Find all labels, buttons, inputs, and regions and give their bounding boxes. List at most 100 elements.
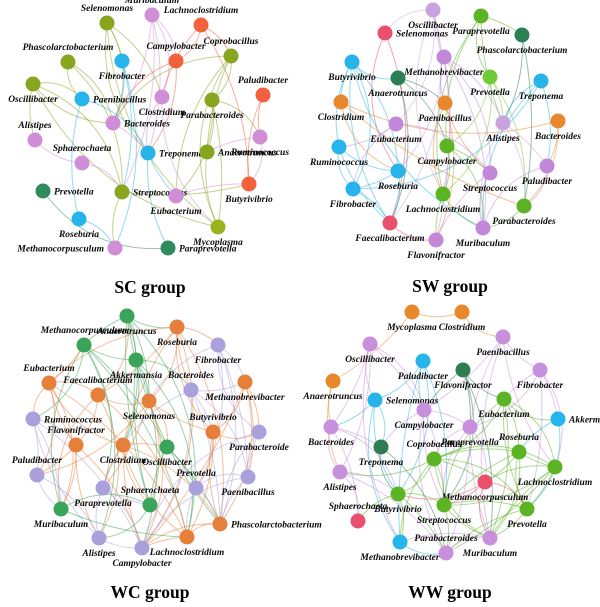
network-edge bbox=[380, 446, 447, 554]
genus-label-paludibacter: Paludibacter bbox=[522, 177, 572, 187]
network-edge bbox=[141, 523, 221, 549]
network-edge bbox=[114, 60, 137, 249]
genus-label-paraprevotella: Paraprevotella bbox=[452, 27, 510, 37]
network-edge bbox=[367, 399, 401, 543]
genus-node-eubacterium bbox=[168, 188, 184, 204]
genus-label-paludibacter: Paludibacter bbox=[12, 456, 62, 466]
genus-node-parabacteroides bbox=[516, 198, 532, 214]
network-edge bbox=[482, 165, 548, 229]
genus-label-parabacteroides: Parabacteroides bbox=[414, 534, 478, 544]
network-edge bbox=[106, 22, 219, 228]
genus-node-paraprevotella bbox=[473, 8, 489, 24]
network-edge bbox=[489, 451, 521, 539]
network-edge bbox=[205, 151, 219, 228]
network-edge bbox=[126, 315, 221, 525]
network-edge bbox=[330, 426, 399, 495]
genus-label-paraprevotella: Paraprevotella bbox=[179, 245, 237, 255]
genus-node-akkermansia bbox=[550, 411, 566, 427]
genus-node-mycoplasma bbox=[210, 219, 226, 235]
genus-node-akkermansia bbox=[128, 352, 144, 368]
network-edge bbox=[147, 14, 161, 154]
genus-node-methanocorpusculum bbox=[76, 337, 92, 353]
genus-node-lachnoclostridium bbox=[435, 186, 451, 202]
network-edge bbox=[395, 9, 435, 125]
genus-label-phascolarctobacterium: Phascolarctobacterium bbox=[231, 521, 322, 531]
network-edge bbox=[60, 508, 188, 538]
genus-label-anaerotruncus: Anaerotruncus bbox=[367, 89, 427, 99]
genus-label-bacteroides: Bacteroides bbox=[167, 371, 214, 381]
network-edge bbox=[186, 431, 214, 538]
network-edge bbox=[398, 360, 424, 543]
genus-label-roseburia: Roseburia bbox=[156, 338, 197, 348]
network-edge bbox=[433, 448, 520, 460]
network-edge bbox=[161, 96, 219, 228]
network-edge bbox=[480, 336, 504, 539]
genus-node-paludibacter bbox=[539, 158, 555, 174]
genus-label-selenomonas: Selenomonas bbox=[386, 397, 439, 407]
genus-label-streptococcus: Streptococcus bbox=[463, 184, 518, 194]
network-edge bbox=[395, 123, 491, 174]
genus-label-prevotella: Prevotella bbox=[507, 520, 547, 530]
genus-node-lachnoclostridium bbox=[193, 17, 209, 33]
network-edge bbox=[399, 532, 491, 543]
genus-label-paraprevotella: Paraprevotella bbox=[441, 438, 499, 448]
genus-label-parabacteroides: Parabacteroides bbox=[492, 217, 556, 227]
genus-node-anaerotruncus bbox=[390, 70, 406, 86]
genus-label-fibrobacter: Fibrobacter bbox=[516, 381, 564, 391]
genus-label-anaerotruncus: Anaerotruncus bbox=[217, 149, 277, 159]
genus-node-methanobrevibacter bbox=[237, 374, 253, 390]
genus-label-eubacterium: Eubacterium bbox=[477, 410, 529, 420]
genus-node-selenomonas bbox=[377, 25, 393, 41]
network-edge bbox=[217, 344, 260, 433]
network-edge bbox=[175, 55, 232, 197]
genus-node-clostridium bbox=[454, 304, 470, 320]
genus-node-prevotella bbox=[482, 69, 498, 85]
genus-node-treponema bbox=[373, 439, 389, 455]
network-edge bbox=[190, 381, 246, 392]
network-edge bbox=[502, 122, 548, 167]
genus-label-treponema: Treponema bbox=[519, 92, 564, 102]
network-edge bbox=[48, 326, 178, 384]
genus-node-eubacterium bbox=[496, 391, 512, 407]
network-edge bbox=[362, 343, 401, 543]
panel-title-ww-group: WW group bbox=[408, 582, 492, 602]
network-edge bbox=[48, 382, 124, 446]
network-edge bbox=[339, 471, 447, 554]
network-edge bbox=[443, 56, 504, 124]
genus-node-methanobrevibacter bbox=[392, 534, 408, 550]
panel-title-sw-group: SW group bbox=[412, 276, 488, 296]
genus-node-sphaerochaeta bbox=[350, 513, 366, 529]
genus-node-campylobacter bbox=[134, 540, 150, 556]
network-edge bbox=[32, 83, 219, 228]
genus-node-treponema bbox=[140, 145, 156, 161]
genus-label-campylobacter: Campylobacter bbox=[417, 157, 476, 167]
genus-node-paraprevotella bbox=[462, 419, 478, 435]
genus-label-lachnoclostridium: Lachnoclostridium bbox=[405, 205, 480, 215]
network-edge bbox=[42, 190, 169, 250]
genus-label-paludibacter: Paludibacter bbox=[398, 372, 448, 382]
genus-label-butyrivibrio: Butyrivibrio bbox=[373, 505, 422, 515]
network-edge bbox=[32, 418, 143, 549]
genus-node-muribaculum bbox=[475, 220, 491, 236]
genus-node-muribaculum bbox=[53, 501, 69, 517]
network-edge bbox=[479, 172, 491, 229]
genus-node-lachnoclostridium bbox=[547, 459, 563, 475]
network-edge bbox=[97, 315, 129, 396]
network-edge bbox=[135, 359, 194, 538]
network-edge bbox=[147, 152, 169, 249]
network-edge bbox=[462, 369, 493, 539]
network-edge bbox=[423, 336, 504, 411]
genus-node-paraprevotella bbox=[160, 240, 176, 256]
genus-node-eubacterium bbox=[41, 375, 57, 391]
genus-label-butyrivibrio: Butyrivibrio bbox=[327, 73, 376, 83]
network-edge bbox=[32, 83, 114, 124]
genus-label-muribaculum: Muribaculum bbox=[462, 549, 517, 559]
network-edge bbox=[175, 326, 214, 433]
genus-label-treponema: Treponema bbox=[359, 458, 404, 468]
network-edge bbox=[443, 398, 505, 506]
network-edge bbox=[219, 381, 253, 525]
genus-node-fibrobacter bbox=[210, 337, 226, 353]
genus-node-bacteroides bbox=[183, 382, 199, 398]
network-edge bbox=[121, 60, 132, 193]
